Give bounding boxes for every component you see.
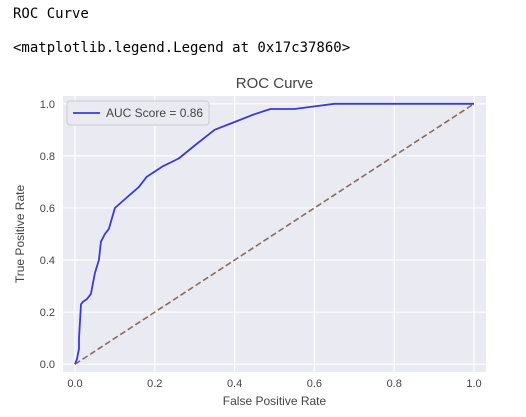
x-tick-label: 0.8: [387, 378, 402, 390]
legend-box: [66, 100, 210, 126]
y-tick-label: 0.6: [40, 203, 55, 215]
x-tick-label: 1.0: [466, 378, 481, 390]
print-output-text: ROC Curve: [13, 6, 89, 22]
x-tick-label: 0.4: [227, 378, 242, 390]
series-layer: [74, 102, 475, 365]
x-axis-label: False Positive Rate: [223, 394, 327, 408]
y-tick-label: 0.8: [40, 151, 55, 163]
y-axis-label: True Positive Rate: [13, 185, 27, 284]
x-tick-label: 0.2: [147, 378, 162, 390]
y-tick-label: 0.0: [40, 359, 55, 371]
legend-entry-roc: AUC Score = 0.86: [106, 106, 203, 120]
tick-labels: 0.0 0.2 0.4 0.6 0.8 1.0 0.0 0.2 0.4 0.6 0.8 1.0: [40, 99, 482, 390]
chart-title: ROC Curve: [236, 75, 314, 92]
x-tick-label: 0.6: [307, 378, 322, 390]
x-tick-label: 0.0: [67, 378, 82, 390]
y-tick-label: 0.2: [40, 307, 55, 319]
y-tick-label: 1.0: [40, 99, 55, 111]
roc-curve-line: [74, 102, 474, 365]
diagonal-reference-line: [74, 103, 475, 365]
legend-repr-output: <matplotlib.legend.Legend at 0x17c37860>: [13, 40, 351, 56]
legend: AUC Score = 0.86: [66, 100, 210, 126]
grid-lines: [63, 96, 486, 372]
y-tick-label: 0.4: [40, 255, 55, 267]
